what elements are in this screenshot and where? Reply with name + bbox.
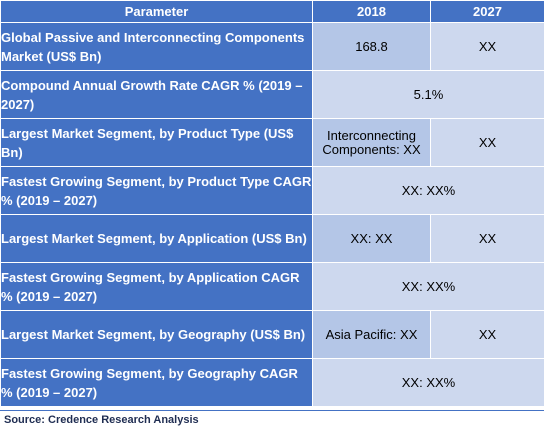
- row-parameter: Largest Market Segment, by Product Type …: [0, 118, 313, 167]
- table-row: Largest Market Segment, by Product Type …: [0, 118, 544, 167]
- row-value-merged: XX: XX%: [312, 166, 544, 215]
- header-parameter: Parameter: [0, 0, 313, 23]
- row-value-2027: XX: [430, 118, 544, 167]
- row-value-merged: XX: XX%: [312, 262, 544, 311]
- row-parameter: Fastest Growing Segment, by Product Type…: [0, 166, 313, 215]
- market-summary-table: Parameter 2018 2027 Global Passive and I…: [0, 0, 544, 407]
- row-value-2027: XX: [430, 214, 544, 263]
- row-parameter: Fastest Growing Segment, by Geography CA…: [0, 358, 313, 407]
- row-parameter: Largest Market Segment, by Geography (US…: [0, 310, 313, 359]
- row-value-2018: 168.8: [312, 22, 431, 71]
- row-parameter: Global Passive and Interconnecting Compo…: [0, 22, 313, 71]
- row-value-2018: XX: XX: [312, 214, 431, 263]
- table-row: Largest Market Segment, by Geography (US…: [0, 310, 544, 359]
- row-parameter: Compound Annual Growth Rate CAGR % (2019…: [0, 70, 313, 119]
- header-2027: 2027: [430, 0, 544, 23]
- table-row: Global Passive and Interconnecting Compo…: [0, 22, 544, 71]
- source-note: Source: Credence Research Analysis: [0, 410, 544, 430]
- header-row: Parameter 2018 2027: [0, 0, 544, 23]
- table-row: Fastest Growing Segment, by Product Type…: [0, 166, 544, 215]
- row-value-2018: Interconnecting Components: XX: [312, 118, 431, 167]
- row-value-merged: 5.1%: [312, 70, 544, 119]
- table-row: Fastest Growing Segment, by Geography CA…: [0, 358, 544, 407]
- row-value-2027: XX: [430, 310, 544, 359]
- table-row: Compound Annual Growth Rate CAGR % (2019…: [0, 70, 544, 119]
- header-2018: 2018: [312, 0, 431, 23]
- row-value-2027: XX: [430, 22, 544, 71]
- row-parameter: Fastest Growing Segment, by Application …: [0, 262, 313, 311]
- row-value-2018: Asia Pacific: XX: [312, 310, 431, 359]
- row-parameter: Largest Market Segment, by Application (…: [0, 214, 313, 263]
- table-row: Largest Market Segment, by Application (…: [0, 214, 544, 263]
- table-row: Fastest Growing Segment, by Application …: [0, 262, 544, 311]
- row-value-merged: XX: XX%: [312, 358, 544, 407]
